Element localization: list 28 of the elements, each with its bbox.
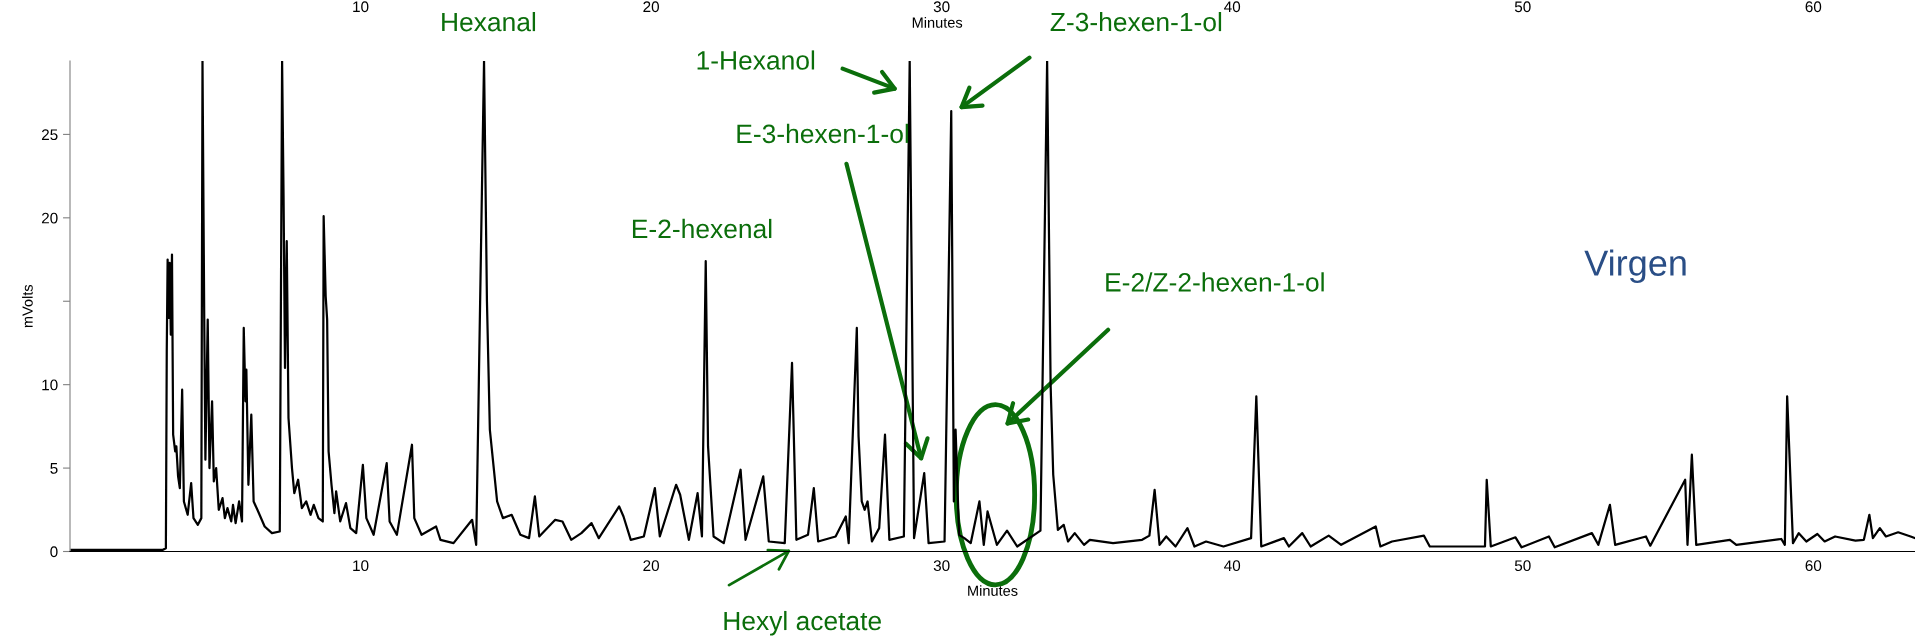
y-tick-label: 5: [50, 463, 58, 474]
x-tick-label: 60: [1805, 560, 1822, 572]
x2-axis-title: Minutes: [912, 17, 963, 28]
x2-tick-label: 10: [353, 1, 369, 13]
annotation: E-2/Z-2-hexen-1-ol: [1106, 272, 1324, 292]
text: Z-3-hexen-1-ol: [1050, 12, 1222, 32]
text: Hexanal: [442, 12, 536, 32]
x2-tick-label: 20: [643, 1, 659, 13]
x2-tick-label: 50: [1514, 1, 1531, 13]
y-axis-title: mVolts: [22, 284, 33, 328]
x2-tick-label: 60: [1805, 1, 1822, 13]
x2-tick-label: 40: [1224, 1, 1241, 13]
x-tick-label: 50: [1514, 560, 1531, 572]
x-axis-title: Minutes: [968, 585, 1018, 596]
y-tick-label: 25: [41, 129, 58, 141]
x2-tick-label: 30: [933, 1, 950, 13]
annotation: E-3-hexen-1-ol: [737, 123, 909, 144]
x-tick-label: 10: [353, 560, 369, 572]
annotation: 1-Hexanol: [697, 50, 815, 70]
annotation: E-2-hexenal: [632, 218, 772, 239]
y-tick-label: 20: [41, 212, 58, 224]
text: Hexyl acetate: [724, 610, 881, 636]
y-tick-label: 10: [42, 379, 58, 391]
annotation: Virgen: [1584, 249, 1686, 284]
x-tick-label: 30: [933, 560, 950, 572]
x-tick-label: 20: [643, 560, 659, 572]
y-tick-label: 0: [50, 546, 58, 558]
x-tick-label: 40: [1224, 560, 1241, 572]
